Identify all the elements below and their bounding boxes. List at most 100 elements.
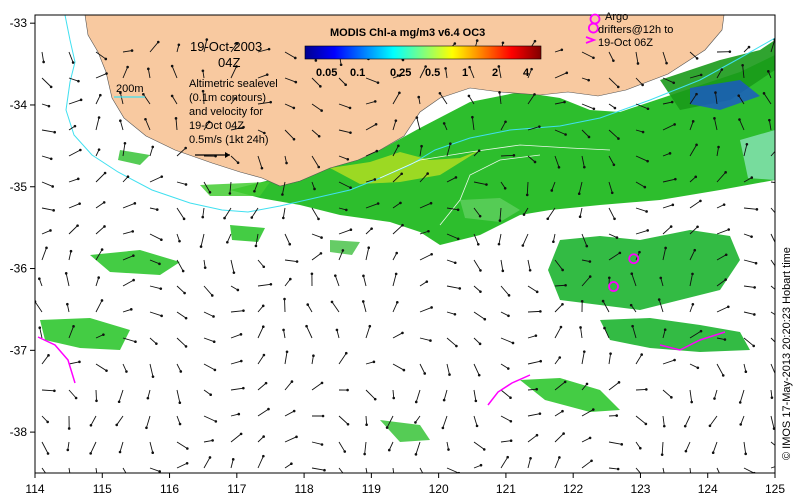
velocity-vector [392, 363, 405, 371]
velocity-vector-head [535, 290, 539, 294]
velocity-vector [41, 355, 49, 365]
velocity-vector-head [201, 215, 205, 219]
velocity-vector [658, 299, 664, 313]
velocity-vector-head [132, 278, 135, 282]
velocity-vector-head [535, 387, 538, 391]
velocity-vector [149, 467, 160, 472]
velocity-vector-head [696, 225, 699, 229]
velocity-vector [743, 177, 752, 183]
velocity-vector [446, 143, 451, 157]
velocity-scale-arrowhead [225, 152, 230, 158]
velocity-vector-head [314, 59, 318, 62]
velocity-vector [770, 39, 775, 53]
velocity-vector-head [475, 424, 479, 428]
velocity-vector-head [530, 67, 533, 71]
velocity-vector [122, 66, 129, 79]
velocity-vector [364, 441, 367, 455]
velocity-vector-head [603, 326, 606, 330]
velocity-vector-head [399, 201, 402, 205]
y-tick-label: -37 [10, 343, 28, 357]
y-tick-label: -38 [10, 425, 28, 439]
velocity-vector [500, 440, 512, 443]
velocity-vector [500, 259, 504, 271]
velocity-vector [662, 389, 672, 398]
velocity-vector-head [317, 217, 320, 221]
velocity-vector-head [449, 142, 452, 145]
velocity-vector-head [394, 272, 398, 276]
velocity-vector-head [673, 123, 676, 126]
velocity-vector-head [563, 380, 567, 384]
velocity-vector [386, 415, 394, 428]
velocity-vector [257, 305, 264, 313]
velocity-vector-head [535, 433, 539, 437]
velocity-vector [689, 200, 701, 209]
velocity-vector [689, 93, 697, 105]
velocity-vector-head [414, 421, 417, 424]
velocity-vector-head [392, 396, 396, 400]
colorbar [304, 45, 542, 60]
velocity-vector-head [724, 253, 728, 257]
velocity-vector-head [645, 388, 648, 391]
velocity-vector-head [156, 40, 160, 44]
velocity-vector [446, 233, 459, 240]
velocity-vector [473, 233, 479, 245]
velocity-vector-head [587, 78, 590, 82]
velocity-vector [419, 337, 431, 342]
velocity-vector [527, 413, 540, 417]
velocity-vector-head [720, 68, 724, 71]
x-tick-label: 122 [563, 482, 583, 496]
velocity-vector-head [319, 252, 323, 255]
velocity-vector [284, 77, 296, 83]
x-tick-label: 121 [496, 482, 516, 496]
y-tick-label: -33 [10, 16, 28, 30]
velocity-vector-head [186, 447, 189, 450]
velocity-vector [68, 251, 72, 261]
velocity-vector-head [693, 248, 697, 252]
velocity-vector-head [234, 97, 237, 100]
velocity-vector-head [398, 91, 401, 95]
velocity-vector-head [474, 399, 478, 403]
velocity-vector [202, 91, 205, 105]
velocity-vector-head [319, 85, 322, 88]
velocity-vector-head [441, 426, 445, 430]
velocity-vector-head [281, 193, 284, 196]
isobath-200m [64, 15, 775, 213]
velocity-vector-head [395, 300, 399, 304]
velocity-vector-head [711, 451, 715, 455]
velocity-vector-head [453, 261, 457, 265]
velocity-vector-head [292, 409, 296, 413]
velocity-vector [176, 363, 182, 372]
velocity-vector [122, 255, 134, 261]
velocity-vector [67, 441, 70, 450]
velocity-vector [689, 74, 702, 79]
velocity-vector [527, 388, 537, 391]
velocity-vector-head [425, 280, 429, 283]
velocity-vector [715, 92, 718, 105]
velocity-vector-head [261, 304, 265, 308]
velocity-vector-head [739, 423, 743, 426]
velocity-vector [442, 415, 448, 429]
velocity-vector [661, 441, 664, 455]
velocity-vector-head [587, 135, 591, 139]
velocity-vector [230, 459, 234, 469]
velocity-vector [527, 360, 541, 365]
velocity-vector-head [73, 124, 77, 128]
velocity-vector-head [691, 120, 695, 123]
velocity-vector-head [580, 299, 584, 303]
velocity-vector-head [242, 125, 245, 129]
velocity-vector-head [631, 324, 634, 328]
velocity-vector [527, 310, 541, 313]
velocity-vector [365, 326, 371, 339]
velocity-vector-head [199, 245, 203, 248]
velocity-vector-head [119, 91, 122, 95]
velocity-vector-head [242, 309, 245, 312]
velocity-vector [500, 337, 514, 344]
velocity-vector-head [750, 235, 753, 238]
velocity-vector [443, 389, 448, 401]
velocity-vector-head [503, 186, 507, 190]
velocity-vector [713, 118, 718, 131]
velocity-vector [284, 129, 295, 140]
velocity-vector-head [47, 104, 51, 108]
velocity-vector-head [750, 176, 754, 179]
velocity-vector [39, 327, 43, 339]
